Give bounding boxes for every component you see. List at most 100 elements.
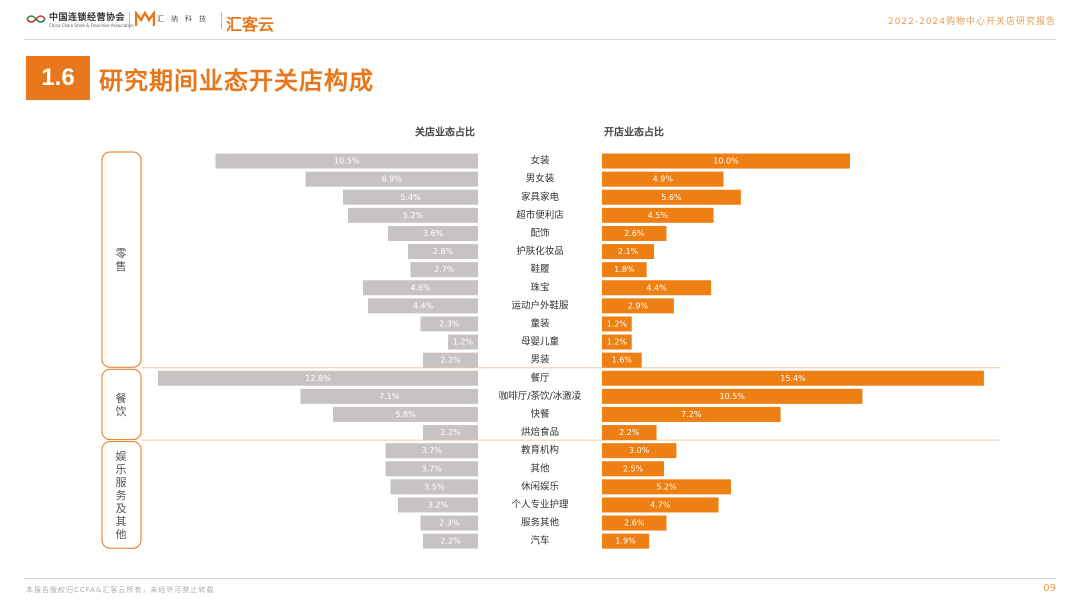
- open-value-label: 2.5%: [623, 464, 644, 473]
- open-bar: [602, 388, 863, 404]
- close-value-label: 3.2%: [428, 500, 449, 509]
- close-bar: [420, 515, 478, 531]
- open-bar: [602, 262, 647, 278]
- close-value-label: 2.2%: [440, 537, 461, 546]
- close-value-label: 2.2%: [440, 428, 461, 437]
- close-bar: [398, 497, 478, 513]
- close-value-label: 3.7%: [422, 464, 443, 473]
- close-bar: [385, 461, 478, 477]
- open-bar: [602, 370, 984, 386]
- open-bar: [602, 280, 712, 296]
- open-value-label: 2.6%: [624, 229, 645, 238]
- close-bar: [158, 370, 478, 386]
- close-value-label: 3.7%: [422, 446, 443, 455]
- category-label: 配饰: [530, 227, 549, 239]
- open-value-label: 15.4%: [780, 374, 806, 383]
- open-bar: [602, 443, 677, 459]
- open-value-label: 1.2%: [607, 319, 628, 328]
- open-bar: [602, 352, 642, 368]
- close-value-label: 7.1%: [379, 392, 400, 401]
- group-bracket: [101, 441, 142, 549]
- section-title: 研究期间业态开关店构成: [99, 67, 374, 95]
- close-value-label: 4.6%: [410, 283, 431, 292]
- ccfa-logo[interactable]: 中国连锁经营协会 China Chain Store & Franchise A…: [26, 10, 134, 28]
- group-label: 娱乐服务及其他: [116, 448, 127, 540]
- category-label: 童装: [530, 317, 550, 329]
- category-label: 教育机构: [521, 444, 559, 456]
- close-bar: [385, 443, 478, 459]
- close-bar: [388, 225, 478, 241]
- close-bar: [410, 262, 478, 278]
- category-label: 超市便利店: [516, 209, 564, 221]
- category-label: 咖啡厅/茶饮/冰激凌: [499, 390, 582, 402]
- open-value-label: 4.7%: [650, 500, 671, 509]
- category-label: 其他: [530, 462, 550, 474]
- group-bracket: [101, 151, 142, 368]
- open-bar: [602, 316, 632, 332]
- close-value-label: 3.5%: [424, 482, 445, 491]
- page-number: 09: [1043, 583, 1056, 594]
- header-divider: [24, 39, 1056, 40]
- category-label: 鞋履: [530, 263, 550, 275]
- open-value-label: 1.9%: [615, 537, 636, 546]
- category-label: 男装: [530, 354, 550, 366]
- category-label: 女装: [530, 155, 550, 167]
- close-value-label: 5.8%: [395, 410, 416, 419]
- close-value-label: 2.8%: [433, 247, 454, 256]
- open-bar: [602, 425, 657, 441]
- group-label: 零售: [116, 247, 127, 273]
- open-value-label: 7.2%: [681, 410, 702, 419]
- close-bar: [390, 479, 478, 495]
- category-label: 休闲娱乐: [521, 480, 560, 492]
- close-bar: [215, 153, 478, 169]
- logo-divider: [221, 12, 222, 29]
- close-bar: [305, 171, 478, 187]
- open-bar: [602, 153, 850, 169]
- category-label: 运动户外鞋服: [511, 299, 569, 311]
- open-bar: [602, 334, 632, 350]
- open-value-label: 4.5%: [648, 211, 669, 220]
- report-title: 2022-2024购物中心开关店研究报告: [887, 17, 1056, 27]
- close-value-label: 5.2%: [403, 211, 424, 220]
- header: 中国连锁经营协会 China Chain Store & Franchise A…: [0, 0, 1080, 40]
- open-value-label: 10.0%: [713, 157, 739, 166]
- close-bar: [300, 388, 478, 404]
- huina-logo[interactable]: 汇纳科技: [135, 11, 213, 27]
- footer-divider: [24, 578, 1056, 579]
- close-bar: [348, 207, 478, 223]
- category-label: 母婴儿童: [521, 336, 560, 348]
- close-value-label: 10.5%: [334, 157, 360, 166]
- open-bar: [602, 298, 674, 314]
- open-value-label: 2.6%: [624, 519, 645, 528]
- huikeyun-logo[interactable]: 汇客云: [226, 15, 275, 34]
- open-bar: [602, 533, 650, 549]
- open-value-label: 4.4%: [646, 283, 667, 292]
- category-label: 护肤化妆品: [516, 245, 564, 257]
- close-value-label: 4.4%: [413, 301, 434, 310]
- close-value-label: 12.8%: [305, 374, 331, 383]
- left-column-title: 关店业态占比: [415, 126, 475, 139]
- org-name-en: China Chain Store & Franchise Associatio…: [49, 23, 134, 28]
- close-bar: [423, 425, 478, 441]
- copyright-note: 本报告版权归CCFA&汇客云所有，未经许可禁止转载: [26, 586, 215, 594]
- close-value-label: 1.2%: [453, 338, 474, 347]
- ccfa-logo-icon: [26, 15, 46, 23]
- open-bar: [602, 189, 741, 205]
- open-value-label: 2.1%: [618, 247, 639, 256]
- right-column-title: 开店业态占比: [604, 126, 664, 139]
- section-number: 1.6: [26, 56, 90, 100]
- category-label: 家具家电: [521, 191, 560, 203]
- close-bar: [333, 406, 478, 422]
- open-value-label: 1.2%: [607, 338, 628, 347]
- category-label: 服务其他: [521, 517, 560, 529]
- open-value-label: 3.0%: [629, 446, 650, 455]
- close-value-label: 6.9%: [382, 175, 403, 184]
- close-bar: [368, 298, 478, 314]
- close-value-label: 3.6%: [423, 229, 444, 238]
- close-value-label: 2.7%: [434, 265, 455, 274]
- open-value-label: 5.2%: [656, 482, 677, 491]
- open-bar: [602, 515, 667, 531]
- category-label: 快餐: [530, 408, 550, 420]
- open-bar: [602, 479, 731, 495]
- close-value-label: 2.2%: [440, 356, 461, 365]
